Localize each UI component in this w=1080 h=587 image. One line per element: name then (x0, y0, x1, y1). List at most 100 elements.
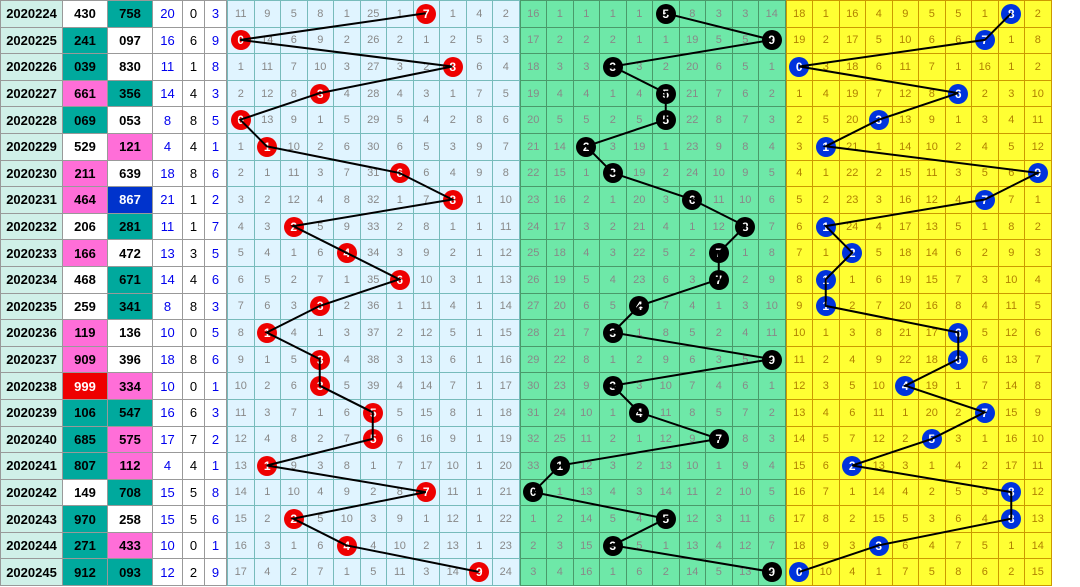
number1-cell: 211 (63, 160, 108, 187)
trend-cell: 4 (493, 54, 520, 81)
trend-cell: 3 (307, 160, 334, 187)
trend-row: 24173221411287 (520, 213, 785, 240)
trend-cell: 3 (360, 506, 387, 533)
data-row: 20202244307582003 (1, 1, 227, 28)
trend-cell: 5 (813, 426, 840, 453)
trend-cell: 1 (998, 532, 1025, 559)
trend-cell: 4 (786, 160, 813, 187)
trend-cell: 3 (732, 1, 759, 28)
trend-cell: 9 (413, 240, 440, 267)
stat2-cell: 2 (183, 559, 205, 586)
trend-cell: 15 (413, 399, 440, 426)
trend-cell: 5 (334, 107, 361, 134)
trend-cell: 1 (653, 27, 680, 54)
trend-cell: 15 (493, 320, 520, 347)
trend-cell: 6 (307, 532, 334, 559)
trend-cell: 2 (413, 54, 440, 81)
stat3-cell: 2 (205, 426, 227, 453)
stat2-cell: 0 (183, 532, 205, 559)
trend-cell: 6 (334, 399, 361, 426)
trend-cell: 2 (759, 399, 786, 426)
trend-cell: 6 (892, 532, 919, 559)
stat1-cell: 10 (153, 532, 183, 559)
trend-cell: 2 (1025, 54, 1052, 81)
trend-cell: 1 (998, 54, 1025, 81)
trend-cell: 5 (360, 426, 387, 453)
number2-cell: 356 (108, 80, 153, 107)
trend-cell: 8 (998, 1, 1025, 28)
trend-cell: 1 (254, 133, 281, 160)
trend-cell: 6 (307, 240, 334, 267)
trend-cell: 7 (972, 27, 999, 54)
trend-cell: 3 (573, 54, 600, 81)
trend-cell: 8 (945, 293, 972, 320)
trend-cell: 7 (228, 293, 255, 320)
trend-cell: 5 (626, 532, 653, 559)
stat1-cell: 11 (153, 213, 183, 240)
trend-cell: 3 (254, 213, 281, 240)
stat1-cell: 11 (153, 54, 183, 81)
trend-cell: 4 (839, 559, 866, 586)
trend-cell: 31 (520, 399, 547, 426)
trend-cell: 29 (360, 107, 387, 134)
trend-cell: 7 (413, 187, 440, 214)
trend-cell: 3 (281, 293, 308, 320)
trend-cell: 2 (600, 27, 627, 54)
trend-cell: 12 (706, 213, 733, 240)
number1-cell: 529 (63, 133, 108, 160)
data-row: 20202379093961886 (1, 346, 227, 373)
trend-cell: 3 (1025, 240, 1052, 267)
trend-cell: 17 (547, 213, 574, 240)
stat1-cell: 21 (153, 187, 183, 214)
trend-cell: 1 (281, 532, 308, 559)
trend-cell: 8 (281, 80, 308, 107)
trend-cell: 27 (520, 293, 547, 320)
trend-ball: 3 (310, 376, 330, 396)
trend-cell: 1 (626, 320, 653, 347)
trend-cell: 2 (839, 293, 866, 320)
number1-cell: 909 (63, 346, 108, 373)
trend-cell: 14 (919, 240, 946, 267)
trend-cell: 11 (679, 479, 706, 506)
trend-cell: 2 (547, 27, 574, 54)
trend-cell: 2 (334, 27, 361, 54)
trend-cell: 10 (919, 133, 946, 160)
data-row: 20202331664721335 (1, 240, 227, 267)
trend-cell: 5 (307, 213, 334, 240)
trend-cell: 1 (972, 1, 999, 28)
trend-cell: 2 (600, 426, 627, 453)
number2-cell: 708 (108, 479, 153, 506)
trend-cell: 8 (466, 107, 493, 134)
trend-cell: 18 (919, 346, 946, 373)
trend-ball: 8 (443, 190, 463, 210)
trend-cell: 6 (679, 187, 706, 214)
period-cell: 2020245 (1, 559, 63, 586)
trend-cell: 13 (254, 107, 281, 134)
trend-cell: 4 (440, 293, 467, 320)
trend-cell: 3 (626, 54, 653, 81)
trend-cell: 35 (360, 266, 387, 293)
trend-cell: 8 (998, 213, 1025, 240)
number2-cell: 758 (108, 1, 153, 28)
trend-cell: 6 (413, 160, 440, 187)
trend-cell: 6 (945, 27, 972, 54)
trend-cell: 11 (706, 187, 733, 214)
trend-row: 4122215113569 (786, 160, 1051, 187)
trend-cell: 1 (813, 1, 840, 28)
trend-ball: 8 (1001, 4, 1021, 24)
trend-cell: 5 (626, 107, 653, 134)
trend-cell: 20 (547, 293, 574, 320)
trend-row: 13461112027159 (786, 399, 1051, 426)
trend-cell: 4 (334, 80, 361, 107)
panel-yellow: 1811649551821921751066718031861171161214… (786, 0, 1052, 587)
trend-cell: 10 (307, 54, 334, 81)
trend-cell: 3 (387, 240, 414, 267)
stat2-cell: 5 (183, 506, 205, 533)
trend-panels: 1195812517142014692262125311171032732864… (227, 0, 1052, 587)
trend-cell: 17 (998, 453, 1025, 480)
trend-ball: 8 (1001, 509, 1021, 529)
trend-ball: 4 (337, 243, 357, 263)
trend-cell: 4 (759, 453, 786, 480)
trend-cell: 5 (759, 479, 786, 506)
trend-cell: 6 (254, 293, 281, 320)
